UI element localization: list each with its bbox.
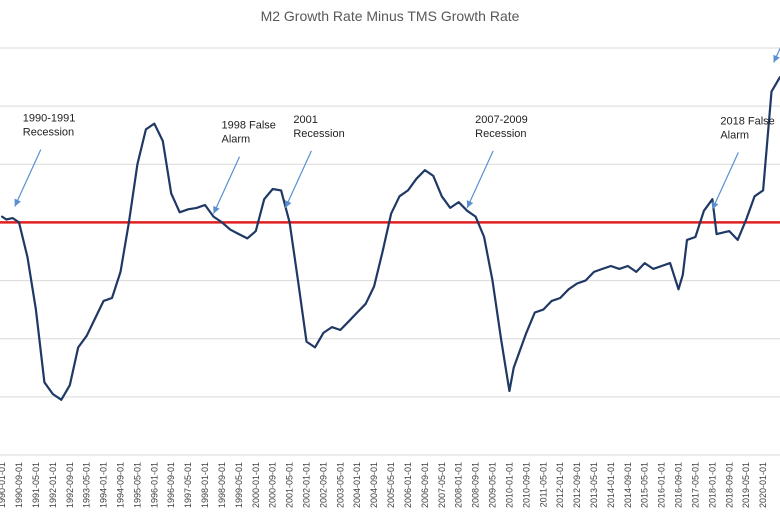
x-tick-label: 2018-09-01 bbox=[724, 462, 734, 508]
x-tick-label: 1998-01-01 bbox=[200, 462, 210, 508]
annotation: 1998 False Alarm bbox=[212, 120, 276, 214]
series-layer bbox=[1, 76, 780, 401]
annotation-label: Alarm bbox=[720, 129, 749, 141]
annotation-arrowhead bbox=[14, 198, 21, 207]
annotation-label: Recession bbox=[23, 126, 74, 138]
x-tick-label: 2008-01-01 bbox=[454, 462, 464, 508]
annotation: 2007-2009 Recession bbox=[466, 114, 528, 209]
annotation-label: 2007-2009 bbox=[475, 114, 528, 126]
x-tick-label: 2012-01-01 bbox=[555, 462, 565, 508]
x-tick-label: 2004-01-01 bbox=[352, 462, 362, 508]
annotation-label: Alarm bbox=[221, 134, 250, 146]
x-tick-label: 2012-09-01 bbox=[572, 462, 582, 508]
x-tick-label: 2000-09-01 bbox=[268, 462, 278, 508]
x-tick-label: 1997-05-01 bbox=[183, 462, 193, 508]
x-tick-label: 2004-09-01 bbox=[369, 462, 379, 508]
x-tick-label: 2006-09-01 bbox=[420, 462, 430, 508]
x-tick-label: 2005-05-01 bbox=[386, 462, 396, 508]
x-tick-label: 2018-01-01 bbox=[707, 462, 717, 508]
x-tick-label: 2003-05-01 bbox=[335, 462, 345, 508]
annotation: 2018 False Alarm bbox=[711, 115, 775, 210]
x-tick-label: 2015-05-01 bbox=[640, 462, 650, 508]
annotation-arrow bbox=[711, 152, 739, 210]
x-tick-label: 2007-05-01 bbox=[437, 462, 447, 508]
annotation-arrowhead bbox=[213, 205, 220, 214]
annotation: 2020Recess bbox=[773, 47, 780, 63]
x-tick-label: 2009-05-01 bbox=[488, 462, 498, 508]
annotation-arrowhead bbox=[712, 201, 719, 210]
x-tick-label: 2010-01-01 bbox=[504, 462, 514, 508]
annotation-arrow bbox=[466, 150, 494, 209]
annotation-arrowhead bbox=[773, 54, 780, 63]
annotation-label: Recession bbox=[475, 128, 526, 140]
x-tick-label: 1992-09-01 bbox=[65, 462, 75, 508]
x-tick-label: 2017-05-01 bbox=[690, 462, 700, 508]
annotation-arrow bbox=[14, 149, 42, 207]
x-tick-label: 2010-09-01 bbox=[521, 462, 531, 508]
annotation: 1990-1991 Recession bbox=[14, 112, 76, 207]
x-tick-label: 2006-01-01 bbox=[403, 462, 413, 508]
annotation-label: 2001 bbox=[293, 114, 317, 126]
x-tick-label: 1990-01-01 bbox=[0, 462, 7, 508]
annotation-label: 1990-1991 bbox=[23, 112, 76, 124]
x-tick-label: 1996-01-01 bbox=[149, 462, 159, 508]
x-tick-label: 1991-05-01 bbox=[31, 462, 41, 508]
chart-title: M2 Growth Rate Minus TMS Growth Rate bbox=[260, 8, 520, 24]
annotation-arrowhead bbox=[466, 200, 474, 208]
x-tick-label: 2016-01-01 bbox=[657, 462, 667, 508]
x-axis-ticks: 1990-01-01 1990-09-01 1991-05-01 1992-01-01… bbox=[0, 462, 768, 508]
grid-layer bbox=[0, 47, 780, 456]
annotation-label: Recession bbox=[293, 128, 344, 140]
x-tick-label: 1995-05-01 bbox=[132, 462, 142, 508]
x-tick-label: 1999-05-01 bbox=[234, 462, 244, 508]
x-tick-label: 1994-01-01 bbox=[99, 462, 109, 508]
annotation-arrowhead bbox=[285, 200, 292, 208]
x-tick-label: 2008-09-01 bbox=[471, 462, 481, 508]
annotation-layer: 1990-1991 Recession 1998 False Alarm 2001 Rec… bbox=[14, 47, 780, 214]
x-tick-label: 2001-05-01 bbox=[285, 462, 295, 508]
annotation-label: 1998 False bbox=[221, 120, 275, 132]
x-tick-label: 2000-01-01 bbox=[251, 462, 261, 508]
x-tick-label: 2020-01-01 bbox=[758, 462, 768, 508]
annotation-arrow bbox=[773, 47, 780, 63]
x-tick-label: 1993-05-01 bbox=[82, 462, 92, 508]
annotation-label: 2018 False bbox=[720, 115, 774, 127]
x-tick-label: 2014-09-01 bbox=[623, 462, 633, 508]
annotation-arrow bbox=[284, 150, 312, 209]
x-tick-label: 1998-09-01 bbox=[217, 462, 227, 508]
annotation: 2001 Recession bbox=[284, 114, 345, 209]
x-tick-label: 1992-01-01 bbox=[48, 462, 58, 508]
x-tick-label: 1990-09-01 bbox=[14, 462, 24, 508]
x-tick-label: 1996-09-01 bbox=[166, 462, 176, 508]
x-tick-label: 2013-05-01 bbox=[589, 462, 599, 508]
x-tick-label: 2019-05-01 bbox=[741, 462, 751, 508]
x-tick-label: 2002-01-01 bbox=[302, 462, 312, 508]
x-tick-label: 1994-09-01 bbox=[115, 462, 125, 508]
x-tick-label: 2014-01-01 bbox=[606, 462, 616, 508]
series-line bbox=[1, 76, 780, 401]
x-tick-label: 2011-05-01 bbox=[538, 462, 548, 507]
x-tick-label: 2016-09-01 bbox=[674, 462, 684, 508]
x-tick-label: 2002-09-01 bbox=[318, 462, 328, 508]
annotation-arrow bbox=[212, 156, 241, 214]
